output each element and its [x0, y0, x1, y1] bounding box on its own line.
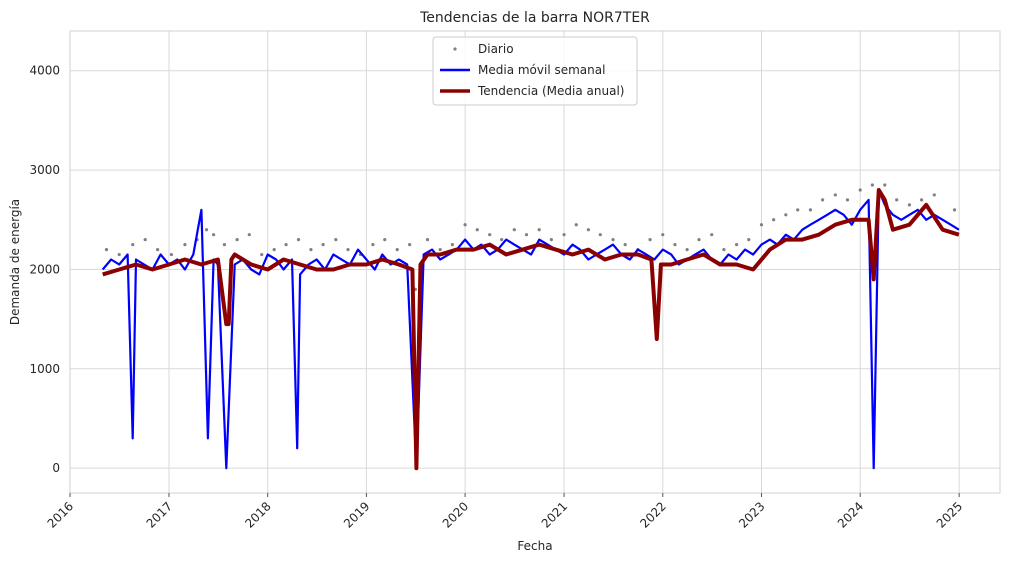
daily-point [747, 238, 751, 242]
annual-trend-line [102, 188, 960, 471]
daily-point [820, 198, 825, 202]
daily-point [211, 233, 216, 237]
daily-point [143, 238, 147, 242]
daily-point [710, 233, 714, 237]
daily-point [204, 228, 209, 232]
y-axis-title: Demanda de energía [8, 199, 22, 325]
daily-point [685, 247, 689, 252]
daily-point [395, 247, 399, 252]
daily-point [870, 183, 874, 187]
daily-point [772, 218, 776, 222]
daily-point [438, 247, 442, 252]
daily-point [131, 243, 135, 247]
plot-layer [101, 183, 960, 471]
plot-frame [69, 30, 1001, 494]
daily-point [463, 223, 467, 227]
daily-point [952, 208, 957, 212]
daily-point [661, 233, 665, 237]
daily-point [183, 243, 187, 247]
daily-point [450, 243, 454, 247]
daily-point [104, 247, 109, 252]
legend-box [432, 36, 638, 106]
daily-point [919, 198, 924, 202]
daily-point [673, 243, 677, 247]
daily-point [309, 247, 313, 252]
daily-point [117, 252, 121, 257]
daily-point [574, 223, 578, 227]
daily-point [722, 247, 726, 252]
y-tick-label: 4000 [29, 64, 60, 78]
legend: Diario Media móvil semanal Tendencia (Me… [432, 36, 638, 106]
daily-point [235, 238, 239, 242]
chart-title: Tendencias de la barra NOR7TER [419, 10, 650, 26]
daily-point [907, 203, 912, 207]
daily-point [697, 238, 701, 242]
daily-point [156, 247, 160, 252]
daily-point [346, 247, 350, 252]
y-tick-label: 0 [52, 461, 60, 475]
daily-point [260, 252, 264, 257]
daily-point [932, 193, 936, 197]
daily-point [598, 233, 602, 237]
daily-point [883, 183, 887, 187]
daily-point [586, 228, 591, 232]
daily-point [296, 238, 301, 242]
daily-point [408, 243, 412, 247]
daily-point [371, 243, 375, 247]
daily-point [796, 208, 800, 212]
daily-point [648, 238, 652, 242]
daily-point [759, 223, 764, 227]
daily-point [383, 238, 387, 242]
daily-point [524, 233, 529, 237]
legend-marker-diario [453, 47, 457, 51]
daily-point [537, 228, 541, 232]
daily-point [735, 243, 739, 247]
daily-point [784, 213, 788, 217]
legend-label-diario: Diario [478, 42, 514, 56]
daily-point [272, 247, 276, 252]
y-tick-label: 2000 [29, 262, 60, 276]
legend-label-media-semanal: Media móvil semanal [478, 63, 605, 77]
daily-point [512, 228, 516, 232]
x-axis-title: Fecha [517, 539, 552, 553]
daily-point [169, 252, 174, 257]
y-tick-label: 1000 [29, 362, 60, 376]
daily-point [858, 188, 862, 192]
daily-point [425, 238, 430, 242]
daily-point [549, 238, 553, 242]
legend-label-tendencia: Tendencia (Media anual) [477, 84, 624, 98]
daily-point [611, 238, 615, 242]
daily-point [895, 198, 899, 202]
daily-point [623, 243, 627, 247]
daily-point [334, 238, 338, 242]
daily-point [247, 233, 251, 237]
daily-point [833, 193, 837, 197]
daily-point [488, 233, 492, 237]
y-tick-label: 3000 [29, 163, 60, 177]
daily-point [500, 238, 504, 242]
daily-point [475, 228, 479, 232]
daily-point [321, 243, 325, 247]
daily-point [222, 243, 227, 247]
daily-point [808, 208, 813, 212]
grid-layer [69, 31, 1000, 493]
daily-point [284, 243, 288, 247]
daily-point [562, 233, 566, 237]
daily-point [845, 198, 850, 202]
